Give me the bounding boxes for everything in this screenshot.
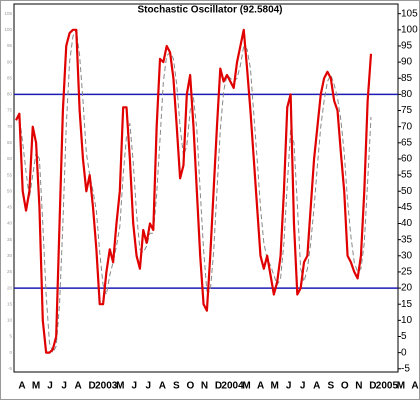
y-tick-label-left: 60 <box>7 156 13 161</box>
y-tick-label-left: 15 <box>7 301 13 306</box>
x-tick-label: J <box>286 381 292 392</box>
x-tick-label: A <box>18 381 25 392</box>
x-tick-label: D <box>215 381 222 392</box>
x-tick-label: M <box>242 381 250 392</box>
chart-title: Stochastic Oscillator (92.5804) <box>137 5 282 16</box>
y-tick-label-left: 10 <box>7 318 13 323</box>
y-tick-label-left: 0 <box>9 350 12 355</box>
x-tick-label: A <box>313 381 320 392</box>
y-tick-label: 85 <box>401 73 413 84</box>
x-tick-label: J <box>146 381 152 392</box>
series-line <box>15 29 372 354</box>
x-tick-label: O <box>187 381 195 392</box>
y-tick-label-left: 50 <box>7 188 13 193</box>
y-tick-label: 65 <box>401 137 413 148</box>
x-tick-label: N <box>355 381 362 392</box>
y-tick-label-left: 95 <box>7 43 13 48</box>
y-tick-label: 60 <box>401 154 413 165</box>
x-tick-label: M <box>270 381 278 392</box>
y-tick-label: 50 <box>401 186 413 197</box>
x-tick-label: S <box>327 381 334 392</box>
y-tick-label-left: 45 <box>7 205 13 210</box>
y-tick-label: 100 <box>401 24 418 35</box>
x-tick-label: 2003 <box>95 381 118 392</box>
y-tick-label: 40 <box>401 218 413 229</box>
x-tick-label: M <box>116 381 124 392</box>
y-tick-label-left: 75 <box>7 108 13 113</box>
y-tick-label: 70 <box>401 121 413 132</box>
y-tick-label: 75 <box>401 105 413 116</box>
x-tick-label: A <box>257 381 264 392</box>
x-tick-label: O <box>341 381 349 392</box>
y-tick-label: -5 <box>401 363 410 374</box>
y-tick-label-left: 80 <box>7 92 13 97</box>
y-tick-label: 25 <box>401 267 413 278</box>
y-tick-label: 80 <box>401 89 413 100</box>
y-tick-label: 45 <box>401 202 413 213</box>
x-tick-label: D <box>369 381 376 392</box>
y-tick-label-left: 90 <box>7 59 13 64</box>
y-tick-label-left: 20 <box>7 285 13 290</box>
y-tick-label: 20 <box>401 283 413 294</box>
x-tick-label: M <box>397 381 405 392</box>
y-tick-label: 55 <box>401 170 413 181</box>
x-tick-label: 2004 <box>221 381 244 392</box>
y-tick-label-left: 100 <box>4 27 12 32</box>
x-tick-label: A <box>411 381 418 392</box>
x-tick-label: J <box>47 381 53 392</box>
y-tick-label-left: 70 <box>7 124 13 129</box>
x-tick-label: J <box>300 381 306 392</box>
y-tick-label-left: 85 <box>7 75 13 80</box>
y-tick-label: 15 <box>401 299 413 310</box>
y-tick-label-left: 25 <box>7 269 13 274</box>
y-tick-label-left: 30 <box>7 253 13 258</box>
y-tick-label-left: 5 <box>9 334 12 339</box>
y-tick-label: 90 <box>401 57 413 68</box>
y-tick-label-left: 105 <box>4 11 12 16</box>
x-tick-label: J <box>132 381 138 392</box>
y-tick-label: 5 <box>401 331 407 342</box>
x-tick-label: S <box>173 381 180 392</box>
y-tick-label: 0 <box>401 347 407 358</box>
y-tick-label-left: 55 <box>7 172 13 177</box>
x-tick-label: 2005 <box>376 381 399 392</box>
y-tick-label: 105 <box>401 8 418 19</box>
x-tick-label: M <box>32 381 40 392</box>
y-tick-label-left: 40 <box>7 221 13 226</box>
plot-area <box>13 3 399 373</box>
y-tick-label-left: -5 <box>8 366 12 371</box>
x-tick-label: A <box>159 381 166 392</box>
y-tick-label-left: 35 <box>7 237 13 242</box>
y-tick-label: 30 <box>401 250 413 261</box>
x-tick-label: J <box>61 381 67 392</box>
x-tick-label: N <box>201 381 208 392</box>
x-tick-label: A <box>75 381 82 392</box>
x-tick-label: D <box>89 381 96 392</box>
y-tick-label: 35 <box>401 234 413 245</box>
series-line <box>15 28 373 354</box>
y-tick-label: 10 <box>401 315 413 326</box>
y-tick-label: 95 <box>401 41 413 52</box>
y-tick-label-left: 65 <box>7 140 13 145</box>
